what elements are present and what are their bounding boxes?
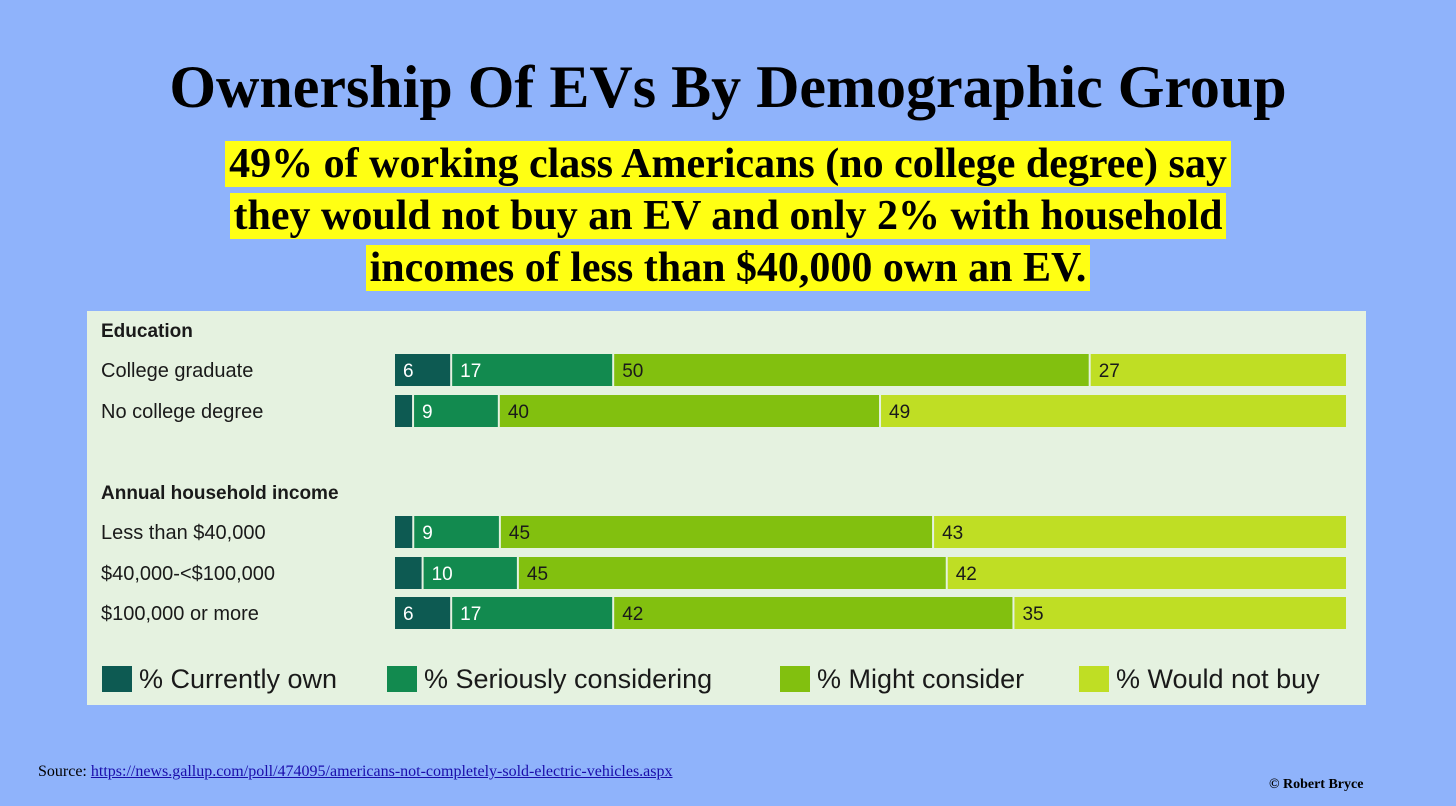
- data-label: 17: [460, 361, 481, 382]
- legend-label: % Would not buy: [1116, 664, 1320, 694]
- bar-segment: [881, 395, 1346, 427]
- bar-segment: [395, 557, 422, 589]
- bar-segment: [934, 516, 1346, 548]
- row-label: No college degree: [101, 401, 263, 423]
- subtitle: 49% of working class Americans (no colle…: [100, 138, 1356, 294]
- bar-segment: [414, 516, 499, 548]
- row-label: College graduate: [101, 360, 253, 382]
- source-link[interactable]: https://news.gallup.com/poll/474095/amer…: [90, 763, 673, 780]
- data-label: 35: [1022, 604, 1043, 625]
- bar-segment: [395, 354, 451, 386]
- data-label: 17: [460, 604, 481, 625]
- bar-segment: [395, 395, 413, 427]
- bar-segment: [614, 354, 1089, 386]
- legend-label: % Seriously considering: [424, 664, 712, 694]
- legend-label: % Currently own: [139, 664, 337, 694]
- data-label: 10: [432, 564, 453, 585]
- bar-segment: [614, 597, 1013, 629]
- page-title: Ownership Of EVs By Demographic Group: [169, 54, 1287, 120]
- data-label: 42: [956, 564, 977, 585]
- data-label: 6: [403, 604, 414, 625]
- source-prefix: Source:: [38, 763, 87, 780]
- bar-segment: [452, 597, 613, 629]
- bar-segment: [500, 516, 933, 548]
- source-line: Source: https://news.gallup.com/poll/474…: [38, 763, 673, 781]
- data-label: 9: [422, 523, 433, 544]
- row-label: $40,000-<$100,000: [101, 563, 275, 585]
- data-label: 9: [422, 402, 433, 423]
- data-label: 49: [889, 402, 910, 423]
- subtitle-line: 49% of working class Americans (no colle…: [225, 141, 1231, 187]
- data-label: 45: [527, 564, 548, 585]
- data-label: 50: [622, 361, 643, 382]
- stacked-bar-chart: Education College graduate 6 17 50 27 No colle…: [101, 321, 1346, 694]
- data-label: 27: [1099, 361, 1120, 382]
- subtitle-line: incomes of less than $40,000 own an EV.: [365, 245, 1091, 291]
- bar-segment: [947, 557, 1346, 589]
- legend-swatch: [102, 666, 132, 692]
- row-label: $100,000 or more: [101, 603, 259, 625]
- row-label: Less than $40,000: [101, 522, 266, 544]
- copyright: © Robert Bryce: [1269, 777, 1364, 792]
- bar-segment: [414, 395, 498, 427]
- legend-label: % Might consider: [817, 664, 1024, 694]
- legend-swatch: [780, 666, 810, 692]
- bar-segment: [499, 395, 880, 427]
- legend-swatch: [1079, 666, 1109, 692]
- data-label: 45: [509, 523, 530, 544]
- chart-panel: Education College graduate 6 17 50 27 No colle…: [87, 311, 1366, 705]
- bar-segment: [1090, 354, 1346, 386]
- legend-swatch: [387, 666, 417, 692]
- bar-segment: [452, 354, 613, 386]
- bar-segment: [423, 557, 517, 589]
- bar-segment: [1014, 597, 1346, 629]
- group-heading: Education: [101, 321, 193, 342]
- bar-segment: [395, 516, 413, 548]
- bar-segment: [395, 597, 451, 629]
- data-label: 43: [942, 523, 963, 544]
- group-heading: Annual household income: [101, 483, 339, 504]
- subtitle-line: they would not buy an EV and only 2% wit…: [229, 193, 1227, 239]
- data-label: 6: [403, 361, 414, 382]
- bar-segment: [518, 557, 946, 589]
- data-label: 42: [622, 604, 643, 625]
- data-label: 40: [508, 402, 529, 423]
